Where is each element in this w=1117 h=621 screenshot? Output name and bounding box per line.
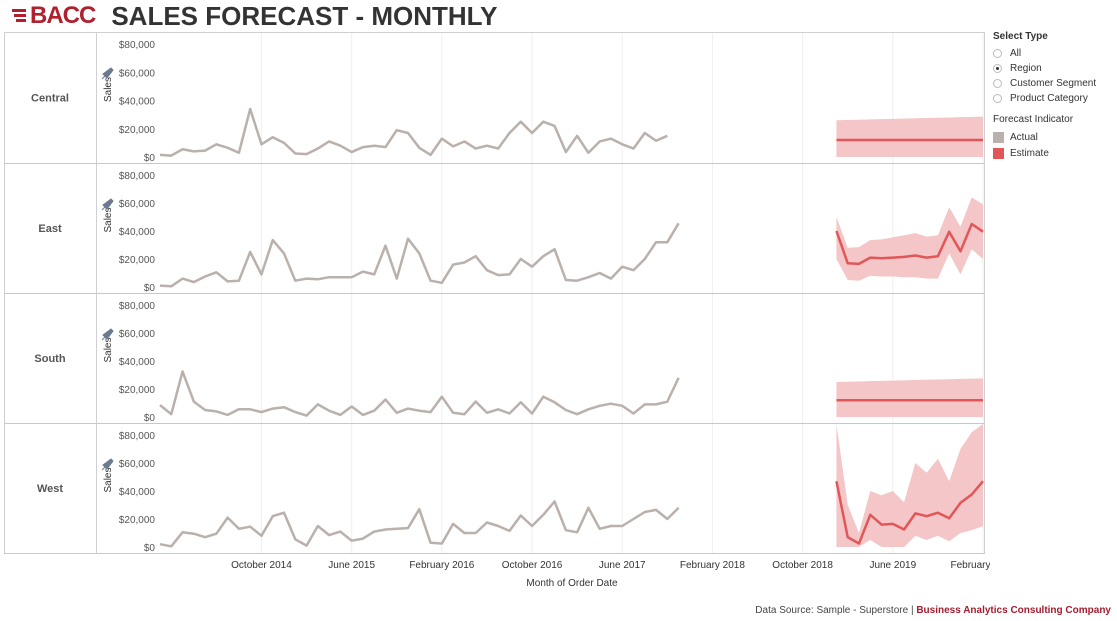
actual-line [159, 107, 668, 157]
estimate-line [835, 222, 984, 266]
select-type-options: All Region Customer Segment Product Categor… [993, 46, 1096, 106]
region-label: South [34, 353, 65, 365]
x-tick-label: June 2019 [869, 560, 916, 571]
y-tick-label: $40,000 [119, 227, 156, 238]
legend-swatch [993, 147, 1004, 159]
radio-button[interactable] [993, 64, 1002, 73]
forecast-band [836, 378, 983, 417]
x-tick-label: February 2018 [680, 560, 745, 571]
y-tick-label: $80,000 [119, 171, 156, 182]
legend-swatch [993, 131, 1004, 143]
x-tick-label: February 2020 [950, 560, 990, 571]
y-tick-label: $40,000 [119, 97, 156, 108]
forecast-indicator-item[interactable]: Actual [993, 129, 1096, 145]
legend-label: Actual [1010, 131, 1038, 143]
x-axis-title: Month of Order Date [526, 578, 618, 589]
y-tick-label: $20,000 [119, 515, 156, 526]
forecast-band [836, 424, 983, 547]
logo-stripes-icon [12, 9, 26, 22]
actual-line [159, 370, 680, 417]
actual-line [159, 500, 680, 548]
region-label: East [38, 223, 62, 235]
y-tick-label: $20,000 [119, 255, 156, 266]
page-title: SALES FORECAST - MONTHLY [111, 0, 498, 31]
y-tick-label: $0 [144, 153, 156, 164]
region-label: Central [31, 93, 69, 105]
y-tick-label: $40,000 [119, 357, 156, 368]
select-type-option[interactable]: Customer Segment [993, 76, 1096, 91]
x-tick-label: June 2015 [328, 560, 375, 571]
y-axis-title: Sales [103, 207, 114, 232]
x-tick-label: February 2016 [409, 560, 474, 571]
bacc-logo: BACC [12, 2, 96, 30]
header: BACC SALES FORECAST - MONTHLY [12, 0, 498, 32]
footer-source: Data Source: Sample - Superstore [755, 605, 909, 616]
select-type-option[interactable]: All [993, 46, 1096, 61]
radio-button[interactable] [993, 79, 1002, 88]
y-tick-label: $0 [144, 283, 156, 294]
y-tick-label: $0 [144, 413, 156, 424]
select-type-option[interactable]: Region [993, 61, 1096, 76]
y-axis-title: Sales [103, 467, 114, 492]
y-tick-label: $60,000 [119, 68, 156, 79]
y-tick-label: $40,000 [119, 487, 156, 498]
y-tick-label: $0 [144, 543, 156, 554]
y-axis-title: Sales [103, 77, 114, 102]
forecast-indicator-items: Actual Estimate [993, 129, 1096, 161]
panel-south: South Sales $0 $20,000 $40,000 $60,000 $80,000 [4, 301, 985, 424]
footer-separator: | [910, 605, 914, 616]
legend-label: Estimate [1010, 147, 1049, 159]
forecast-band [836, 197, 983, 281]
select-type-option-label: Product Category [1010, 93, 1088, 104]
y-tick-label: $60,000 [119, 199, 156, 210]
panel-west: West Sales $0 $20,000 $40,000 $60,000 $80,000 [4, 424, 985, 554]
x-tick-label: October 2014 [231, 560, 292, 571]
actual-line [159, 222, 680, 288]
y-tick-label: $20,000 [119, 385, 156, 396]
pin-icon [101, 67, 114, 80]
region-label: West [37, 483, 63, 495]
forecast-indicator-title: Forecast Indicator [993, 114, 1074, 125]
panel-central: Central Sales $0 $20,000 $40,000 $60,000 $80,0… [4, 40, 985, 164]
forecast-chart: Central Sales $0 $20,000 $40,000 $60,000 $80,0… [4, 32, 990, 589]
select-type-title: Select Type [993, 31, 1048, 42]
select-type-option-label: Customer Segment [1010, 78, 1097, 89]
y-axis-title: Sales [103, 337, 114, 362]
legend-panel: Select Type All Region Customer Segment Pro… [993, 31, 1096, 161]
select-type-option[interactable]: Product Category [993, 91, 1096, 106]
y-tick-label: $60,000 [119, 329, 156, 340]
radio-button[interactable] [993, 94, 1002, 103]
y-tick-label: $80,000 [119, 431, 156, 442]
footer-brand[interactable]: Business Analytics Consulting Company [916, 605, 1111, 616]
y-tick-label: $80,000 [119, 301, 156, 312]
logo-text: BACC [30, 2, 96, 29]
select-type-option-label: Region [1010, 63, 1042, 74]
y-tick-label: $80,000 [119, 40, 156, 51]
footer: Data Source: Sample - Superstore | Busin… [755, 605, 1111, 616]
panel-east: East Sales $0 $20,000 $40,000 $60,000 $80,000 [4, 171, 985, 294]
estimate-line [835, 480, 984, 545]
y-tick-label: $20,000 [119, 125, 156, 136]
pin-icon [101, 458, 114, 471]
pin-icon [101, 198, 114, 211]
x-tick-label: June 2017 [599, 560, 646, 571]
select-type-option-label: All [1010, 48, 1022, 59]
pin-icon [101, 328, 114, 341]
x-tick-label: October 2016 [502, 560, 563, 571]
forecast-indicator-item[interactable]: Estimate [993, 145, 1096, 161]
y-tick-label: $60,000 [119, 459, 156, 470]
forecast-band [836, 116, 983, 157]
x-tick-label: October 2018 [772, 560, 833, 571]
radio-button[interactable] [993, 49, 1002, 58]
